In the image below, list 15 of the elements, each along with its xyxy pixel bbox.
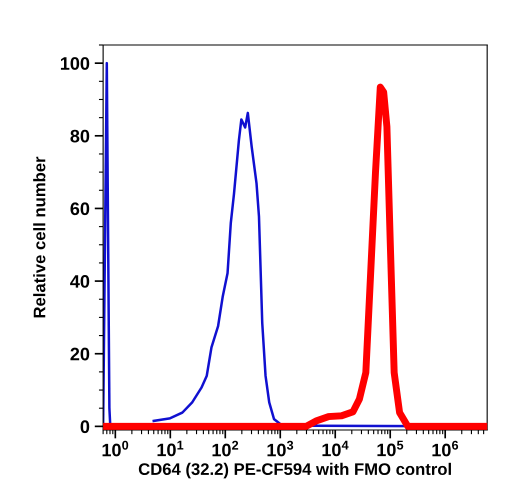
x-tick-label: 10$^{1}$ — [158, 440, 184, 456]
x-tick-label: 10$^{0}$ — [102, 440, 128, 456]
x-axis-title: CD64 (32.2) PE-CF594 with FMO control — [138, 462, 451, 478]
y-axis-title: Relative cell number — [33, 156, 46, 318]
x-tick-label: 10$^{5}$ — [377, 440, 404, 456]
y-tick-label: 0 — [80, 420, 90, 434]
x-tick-label: 10$^{3}$ — [267, 440, 294, 456]
x-tick-label: 10$^{4}$ — [322, 440, 349, 456]
x-tick-label: 10$^{6}$ — [432, 440, 458, 456]
y-tick-label: 80 — [70, 130, 90, 143]
y-tick-label: 100 — [60, 57, 90, 70]
y-tick-label: 40 — [70, 275, 90, 288]
x-tick-label: 10$^{2}$ — [212, 440, 238, 456]
y-tick-label: 60 — [70, 202, 90, 216]
y-tick-label: 20 — [70, 348, 90, 360]
